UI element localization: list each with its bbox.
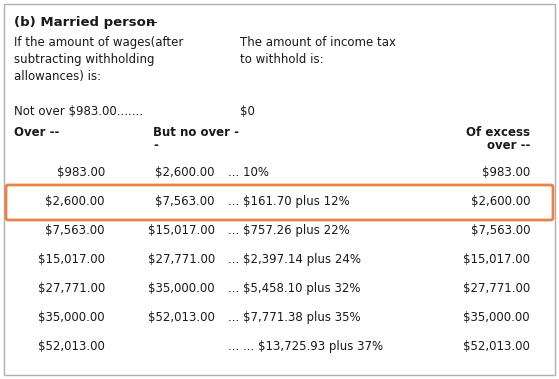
Text: $35,000.00: $35,000.00 <box>148 282 215 295</box>
Text: $27,771.00: $27,771.00 <box>463 282 530 295</box>
Text: ... $5,458.10 plus 32%: ... $5,458.10 plus 32% <box>228 282 361 295</box>
Text: ... $757.26 plus 22%: ... $757.26 plus 22% <box>228 224 350 237</box>
Text: Over --: Over -- <box>14 126 59 139</box>
Text: $52,013.00: $52,013.00 <box>148 311 215 324</box>
Text: $983.00: $983.00 <box>482 166 530 179</box>
Text: ... ... $13,725.93 plus 37%: ... ... $13,725.93 plus 37% <box>228 340 383 353</box>
Text: The amount of income tax
to withhold is:: The amount of income tax to withhold is: <box>240 36 396 66</box>
Text: $27,771.00: $27,771.00 <box>148 253 215 266</box>
Text: --: -- <box>144 16 158 29</box>
Text: Of excess: Of excess <box>466 126 530 139</box>
Text: $15,017.00: $15,017.00 <box>38 253 105 266</box>
Text: $0: $0 <box>240 105 255 118</box>
Text: $27,771.00: $27,771.00 <box>38 282 105 295</box>
Text: ... $2,397.14 plus 24%: ... $2,397.14 plus 24% <box>228 253 361 266</box>
FancyBboxPatch shape <box>6 185 553 220</box>
Text: $35,000.00: $35,000.00 <box>39 311 105 324</box>
Text: (b) Married person: (b) Married person <box>14 16 155 29</box>
Text: ... $161.70 plus 12%: ... $161.70 plus 12% <box>228 195 350 208</box>
Text: over --: over -- <box>487 139 530 152</box>
Text: $2,600.00: $2,600.00 <box>155 166 215 179</box>
Text: $52,013.00: $52,013.00 <box>38 340 105 353</box>
Text: $52,013.00: $52,013.00 <box>463 340 530 353</box>
Text: $2,600.00: $2,600.00 <box>471 195 530 208</box>
Text: But no over -: But no over - <box>153 126 239 139</box>
Text: $15,017.00: $15,017.00 <box>148 224 215 237</box>
Text: $15,017.00: $15,017.00 <box>463 253 530 266</box>
Text: $35,000.00: $35,000.00 <box>463 311 530 324</box>
Text: $2,600.00: $2,600.00 <box>45 195 105 208</box>
Text: $7,563.00: $7,563.00 <box>471 224 530 237</box>
Text: ... $7,771.38 plus 35%: ... $7,771.38 plus 35% <box>228 311 361 324</box>
Text: $7,563.00: $7,563.00 <box>45 224 105 237</box>
Text: ... 10%: ... 10% <box>228 166 269 179</box>
Text: $983.00: $983.00 <box>57 166 105 179</box>
Text: -: - <box>153 139 158 152</box>
Text: $7,563.00: $7,563.00 <box>155 195 215 208</box>
Text: Not over $983.00.......: Not over $983.00....... <box>14 105 143 118</box>
Text: If the amount of wages(after
subtracting withholding
allowances) is:: If the amount of wages(after subtracting… <box>14 36 183 83</box>
